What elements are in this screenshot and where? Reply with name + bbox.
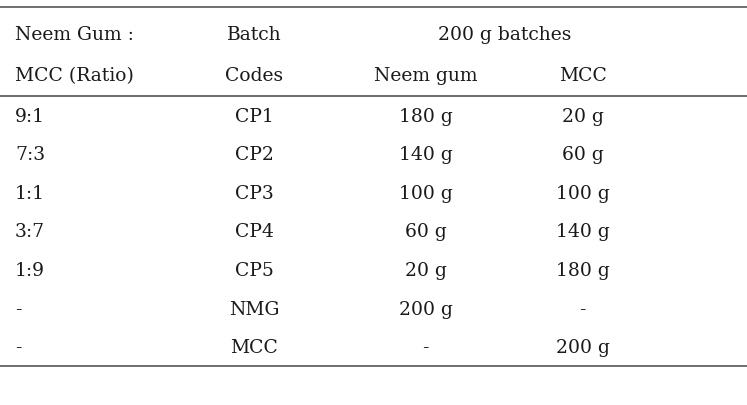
Text: 180 g: 180 g	[556, 261, 610, 279]
Text: Neem gum: Neem gum	[374, 67, 477, 85]
Text: 140 g: 140 g	[556, 223, 610, 241]
Text: 200 g: 200 g	[399, 300, 453, 318]
Text: -: -	[15, 338, 22, 356]
Text: 60 g: 60 g	[562, 146, 604, 164]
Text: 1:1: 1:1	[15, 184, 45, 202]
Text: 9:1: 9:1	[15, 107, 45, 126]
Text: 20 g: 20 g	[562, 107, 604, 126]
Text: 3:7: 3:7	[15, 223, 45, 241]
Text: CP2: CP2	[235, 146, 273, 164]
Text: CP4: CP4	[235, 223, 273, 241]
Text: 180 g: 180 g	[399, 107, 453, 126]
Text: Codes: Codes	[225, 67, 283, 85]
Text: 60 g: 60 g	[405, 223, 447, 241]
Text: 1:9: 1:9	[15, 261, 45, 279]
Text: 200 g batches: 200 g batches	[438, 26, 571, 44]
Text: 100 g: 100 g	[399, 184, 453, 202]
Text: Neem Gum :: Neem Gum :	[15, 26, 134, 44]
Text: MCC: MCC	[559, 67, 607, 85]
Text: Batch: Batch	[226, 26, 282, 44]
Text: 7:3: 7:3	[15, 146, 45, 164]
Text: -: -	[580, 300, 586, 318]
Text: -: -	[15, 300, 22, 318]
Text: 100 g: 100 g	[556, 184, 610, 202]
Text: 200 g: 200 g	[556, 338, 610, 356]
Text: NMG: NMG	[229, 300, 279, 318]
Text: CP1: CP1	[235, 107, 273, 126]
Text: CP5: CP5	[235, 261, 273, 279]
Text: MCC: MCC	[230, 338, 278, 356]
Text: MCC (Ratio): MCC (Ratio)	[15, 67, 134, 85]
Text: -: -	[423, 338, 429, 356]
Text: 20 g: 20 g	[405, 261, 447, 279]
Text: CP3: CP3	[235, 184, 273, 202]
Text: 140 g: 140 g	[399, 146, 453, 164]
